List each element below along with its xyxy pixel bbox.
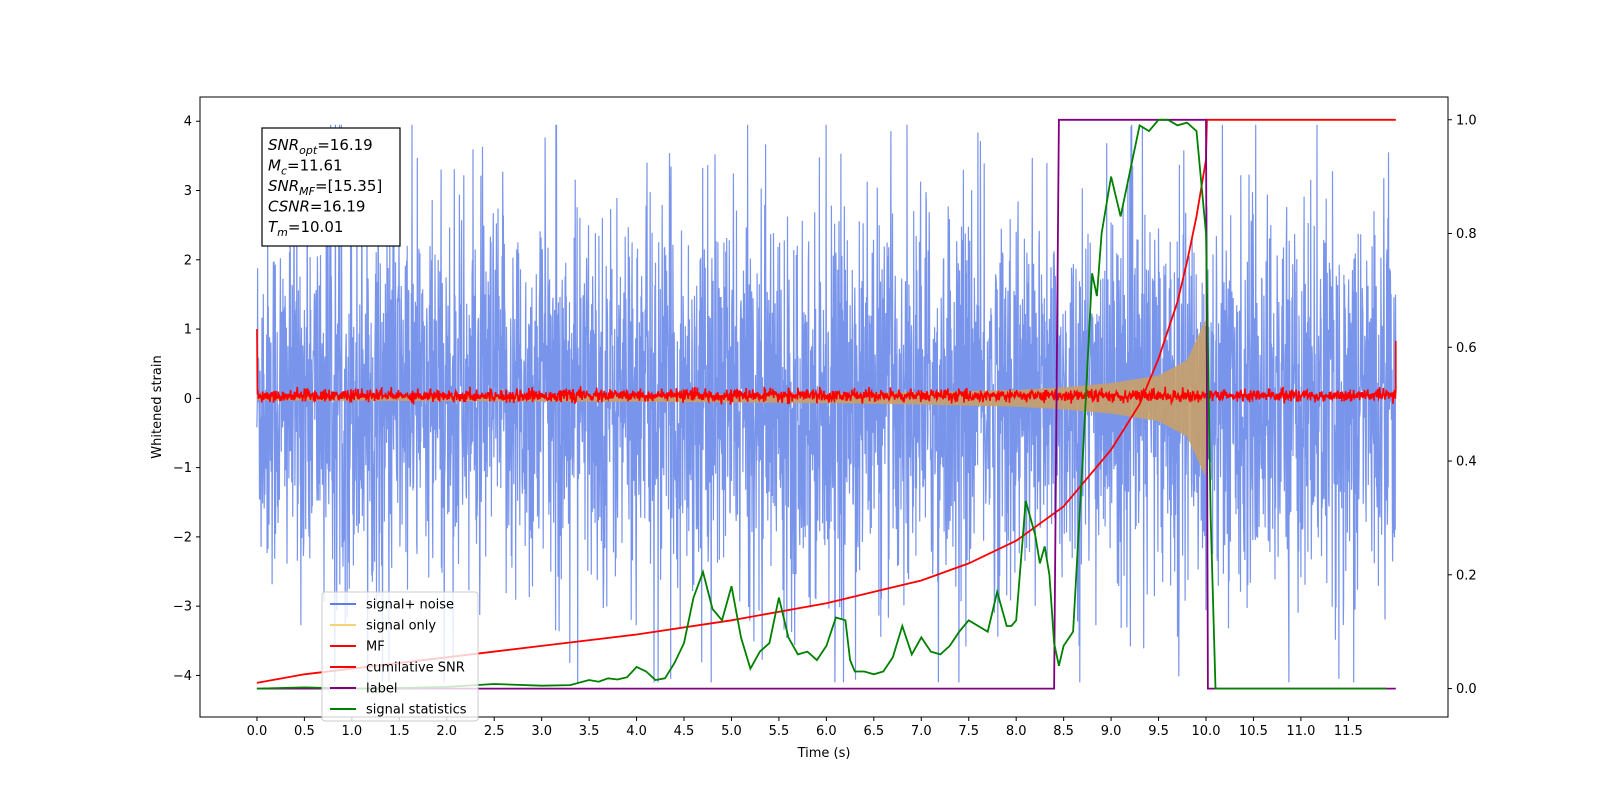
x-tick-label: 0.5 bbox=[294, 724, 315, 739]
legend-label: MF bbox=[366, 640, 385, 655]
y-tick-label: 1 bbox=[184, 323, 192, 338]
y2-tick-label: 0.8 bbox=[1456, 227, 1477, 242]
x-tick-label: 11.5 bbox=[1334, 724, 1363, 739]
x-axis-label: Time (s) bbox=[797, 746, 851, 761]
x-tick-label: 3.5 bbox=[579, 724, 600, 739]
tick-layer: 0.0 0.5 1.0 1.5 2.0 2.5 3.0 3.5 4.0 4.5 5.0 5.5 6.0 6… bbox=[173, 113, 1477, 739]
series-signal-statistics bbox=[256, 118, 1387, 690]
x-tick-label: 2.5 bbox=[484, 724, 505, 739]
y-tick-label: 3 bbox=[184, 184, 192, 199]
y2-tick-label: 1.0 bbox=[1456, 113, 1477, 128]
x-tick-label: 0.0 bbox=[247, 724, 268, 739]
y2-tick-label: 0.0 bbox=[1456, 682, 1477, 697]
y-tick-label: −4 bbox=[173, 669, 192, 684]
y-tick-label: −3 bbox=[173, 600, 192, 615]
annotation-box: SNRopt=16.19Mc=11.61SNRMF=[15.35]CSNR=16… bbox=[261, 127, 401, 247]
legend-frame bbox=[321, 591, 479, 722]
x-tick-label: 1.5 bbox=[389, 724, 410, 739]
axes-frame bbox=[199, 96, 1449, 718]
x-tick-label: 8.5 bbox=[1053, 724, 1074, 739]
x-tick-label: 10.0 bbox=[1192, 724, 1221, 739]
annotation-frame bbox=[261, 127, 401, 247]
x-tick-label: 5.5 bbox=[769, 724, 790, 739]
legend: signal+ noise signal only MF cumilative SNR… bbox=[321, 591, 479, 722]
x-tick-label: 3.0 bbox=[531, 724, 552, 739]
x-tick-label: 6.5 bbox=[863, 724, 884, 739]
legend-label: signal+ noise bbox=[366, 598, 454, 613]
annotation-line: SNRMF=[15.35] bbox=[268, 177, 382, 198]
x-tick-label: 8.0 bbox=[1006, 724, 1027, 739]
y2-tick-label: 0.4 bbox=[1456, 455, 1477, 470]
x-tick-label: 9.5 bbox=[1148, 724, 1169, 739]
x-tick-label: 4.0 bbox=[626, 724, 647, 739]
y-axis-label: Whitened strain bbox=[150, 355, 165, 458]
y-tick-label: −2 bbox=[173, 530, 192, 545]
x-tick-label: 7.0 bbox=[911, 724, 932, 739]
x-tick-label: 7.5 bbox=[958, 724, 979, 739]
annotation-line: SNRopt=16.19 bbox=[268, 136, 373, 157]
x-tick-label: 1.0 bbox=[342, 724, 363, 739]
legend-label: signal only bbox=[366, 619, 436, 634]
legend-label: signal statistics bbox=[366, 703, 467, 718]
y2-tick-label: 0.2 bbox=[1456, 568, 1477, 583]
x-tick-label: 6.0 bbox=[816, 724, 837, 739]
x-tick-label: 9.0 bbox=[1101, 724, 1122, 739]
x-tick-label: 5.0 bbox=[721, 724, 742, 739]
annotation-line: CSNR=16.19 bbox=[268, 198, 365, 216]
y-tick-label: 2 bbox=[184, 253, 192, 268]
x-tick-label: 11.0 bbox=[1286, 724, 1315, 739]
y-tick-label: 4 bbox=[184, 115, 192, 130]
x-tick-label: 2.0 bbox=[436, 724, 457, 739]
y-tick-label: −1 bbox=[173, 461, 192, 476]
x-tick-label: 4.5 bbox=[674, 724, 695, 739]
y2-tick-label: 0.6 bbox=[1456, 341, 1477, 356]
legend-label: label bbox=[366, 682, 397, 697]
annotation-line: Tm=10.01 bbox=[268, 218, 343, 239]
y-tick-label: 0 bbox=[184, 392, 192, 407]
legend-label: cumilative SNR bbox=[366, 661, 465, 676]
x-tick-label: 10.5 bbox=[1239, 724, 1268, 739]
annotation-line: Mc=11.61 bbox=[268, 157, 343, 178]
